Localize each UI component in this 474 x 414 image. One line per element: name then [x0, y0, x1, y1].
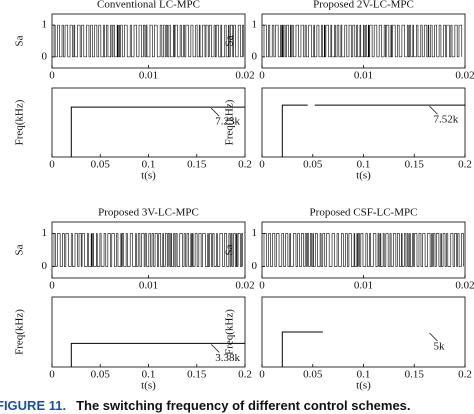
y-axis-label: Freq(kHz): [224, 99, 236, 145]
chart-title: Proposed 2V-LC-MPC: [313, 0, 414, 11]
x-axis-label: t(s): [356, 380, 371, 392]
x-tick-label: 0.2: [238, 159, 252, 171]
annotation: 7.23k: [215, 116, 240, 128]
x-tick-label: 0.2: [238, 369, 252, 381]
y-tick-label: 0: [252, 260, 258, 272]
x-tick-label: 0.1: [357, 159, 371, 171]
x-tick-label: 0.15: [405, 369, 425, 381]
frequency-line: [281, 104, 465, 157]
y-tick-label: 1: [252, 227, 258, 239]
x-tick-label: 0: [49, 369, 55, 381]
annotation: 5k: [433, 341, 445, 353]
y-axis-label: Sa: [14, 244, 26, 255]
caption-label: FIGURE 11.: [0, 398, 66, 413]
y-tick-label: 0: [42, 260, 48, 272]
x-tick-label: 0.02: [235, 70, 254, 82]
switching-signal: [263, 233, 464, 267]
annotation: 3.38k: [215, 352, 240, 364]
x-tick-label: 0.01: [354, 280, 373, 292]
x-tick-label: 0: [49, 70, 55, 82]
annotation: 7.52k: [433, 114, 458, 126]
x-tick-label: 0.05: [303, 159, 323, 171]
x-tick-label: 0.05: [91, 369, 111, 381]
x-tick-label: 0.15: [187, 369, 207, 381]
axes-box: [261, 221, 466, 279]
y-axis-label: Freq(kHz): [14, 99, 26, 145]
caption: FIGURE 11. The switching frequency of dif…: [0, 398, 411, 413]
x-tick-label: 0.02: [455, 70, 474, 82]
y-tick-label: 0: [42, 50, 48, 62]
caption-text: The switching frequency of different con…: [76, 398, 410, 413]
y-axis-label: Freq(kHz): [14, 309, 26, 355]
x-axis-label: t(s): [141, 170, 156, 182]
x-tick-label: 0: [259, 159, 265, 171]
annotation-leader: [429, 332, 438, 342]
y-axis-label: Sa: [224, 244, 236, 255]
x-tick-label: 0.05: [91, 159, 111, 171]
x-tick-label: 0.1: [142, 159, 156, 171]
x-tick-label: 0.1: [142, 369, 156, 381]
x-tick-label: 0.01: [354, 70, 373, 82]
x-tick-label: 0: [49, 159, 55, 171]
frequency-line: [70, 106, 245, 157]
chart-title: Proposed 3V-LC-MPC: [98, 207, 199, 219]
y-tick-label: 1: [42, 19, 48, 31]
x-tick-label: 0: [259, 369, 265, 381]
annotation-leader: [210, 107, 220, 117]
x-tick-label: 0.01: [139, 280, 158, 292]
y-axis-label: Sa: [14, 35, 26, 46]
y-tick-label: 0: [252, 50, 258, 62]
y-tick-label: 1: [252, 19, 258, 31]
y-axis-label: Sa: [224, 35, 236, 46]
x-tick-label: 0.15: [405, 159, 425, 171]
chart-title: Conventional LC-MPC: [97, 0, 200, 11]
y-axis-label: Freq(kHz): [224, 309, 236, 355]
chart-title: Proposed CSF-LC-MPC: [310, 207, 418, 219]
y-tick-label: 1: [42, 227, 48, 239]
x-tick-label: 0.02: [455, 280, 474, 292]
x-tick-label: 0.2: [458, 369, 472, 381]
switching-signal: [53, 24, 245, 58]
annotation-leader: [210, 344, 220, 353]
x-tick-label: 0.1: [357, 369, 371, 381]
x-tick-label: 0.15: [187, 159, 207, 171]
x-tick-label: 0.2: [458, 159, 472, 171]
x-tick-label: 0.05: [303, 369, 323, 381]
switching-signal: [263, 24, 463, 58]
x-tick-label: 0.02: [235, 280, 254, 292]
x-axis-label: t(s): [141, 380, 156, 392]
annotation-leader: [429, 105, 438, 115]
x-tick-label: 0: [259, 70, 265, 82]
switching-signal: [53, 233, 244, 267]
x-tick-label: 0: [49, 280, 55, 292]
frequency-line: [281, 331, 323, 367]
x-tick-label: 0.01: [139, 70, 158, 82]
x-axis-label: t(s): [356, 170, 371, 182]
x-tick-label: 0: [259, 280, 265, 292]
frequency-line: [70, 342, 245, 367]
